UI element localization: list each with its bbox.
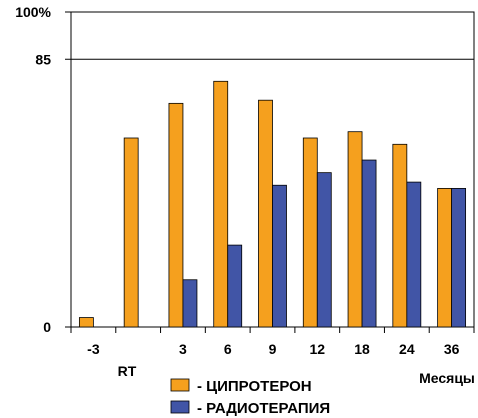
bar-series2 <box>451 187 467 328</box>
x-tick-label: 18 <box>354 341 370 357</box>
legend: - ЦИПРОТЕРОН - РАДИОТЕРАПИЯ <box>170 378 330 417</box>
bar-series2 <box>182 279 198 328</box>
x-tick-label: 36 <box>444 341 460 357</box>
bar-series2 <box>227 244 243 328</box>
bar-series2 <box>361 159 377 328</box>
bar-series1 <box>123 137 139 328</box>
x-axis-label: Месяцы <box>419 370 475 386</box>
bar-series1 <box>302 137 318 328</box>
y-tick-label: 100% <box>15 4 51 20</box>
y-tick-label: 0 <box>43 319 51 335</box>
y-tick-label: 85 <box>35 51 51 67</box>
x-tick-label: 12 <box>309 341 325 357</box>
bar-series1 <box>168 102 184 328</box>
legend-label: - ЦИПРОТЕРОН <box>197 378 312 395</box>
legend-label: - РАДИОТЕРАПИЯ <box>197 400 330 417</box>
x-extra-label: RT <box>118 363 137 379</box>
x-tick-label: 6 <box>224 341 232 357</box>
legend-swatch <box>170 400 190 414</box>
bar-series1 <box>78 317 94 328</box>
bar-series2 <box>316 172 332 328</box>
bar-series1 <box>437 187 453 328</box>
bar-series2 <box>272 184 287 328</box>
x-tick-label: -3 <box>87 341 100 357</box>
x-tick-label: 9 <box>269 341 277 357</box>
legend-swatch <box>170 378 190 392</box>
bar-series1 <box>213 80 229 328</box>
bar-series1 <box>347 131 363 328</box>
bar-series1 <box>258 99 273 328</box>
bar-series1 <box>392 143 408 328</box>
bar-series2 <box>406 181 422 328</box>
x-tick-label: 3 <box>179 341 187 357</box>
x-tick-label: 24 <box>399 341 415 357</box>
